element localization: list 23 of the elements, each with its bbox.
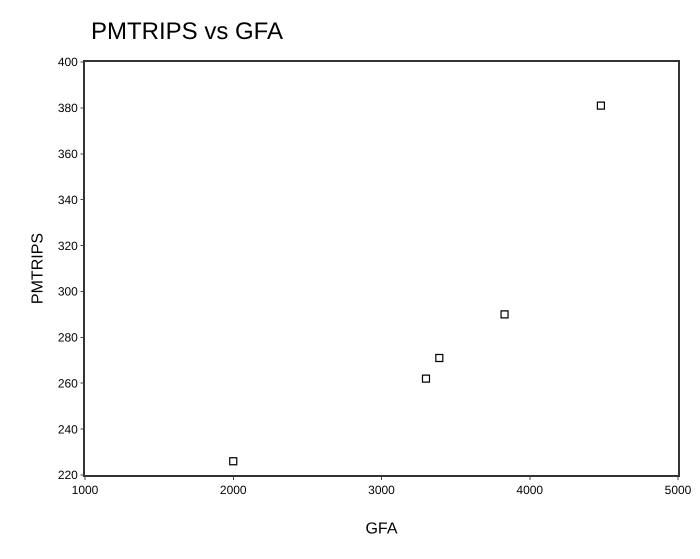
chart-title: PMTRIPS vs GFA xyxy=(91,18,284,46)
point xyxy=(596,101,606,110)
point xyxy=(435,354,444,362)
y-tick-label: 220 xyxy=(58,468,78,482)
x-tick-label: 1000 xyxy=(72,483,99,498)
y-tick-label: 380 xyxy=(58,101,78,116)
point xyxy=(422,374,430,383)
y-axis-title: PMTRIPS xyxy=(30,232,46,304)
y-tick-label: 320 xyxy=(58,238,78,253)
y-tick-label: 340 xyxy=(58,192,78,207)
y-tick-label: 300 xyxy=(58,284,78,299)
x-tick-label: 3000 xyxy=(368,483,396,498)
y-tick-label: 240 xyxy=(58,422,78,436)
x-axis-title: GFA xyxy=(365,520,398,538)
x-tick-label: 2000 xyxy=(220,483,247,498)
y-tick-label: 280 xyxy=(58,330,78,345)
point xyxy=(500,310,509,318)
y-tick-label: 400 xyxy=(58,55,78,70)
y-tick-label: 260 xyxy=(58,376,78,390)
x-tick-label: 5000 xyxy=(664,483,692,498)
x-tick-label: 4000 xyxy=(516,483,544,498)
point xyxy=(229,457,238,466)
y-tick-label: 360 xyxy=(58,146,78,161)
